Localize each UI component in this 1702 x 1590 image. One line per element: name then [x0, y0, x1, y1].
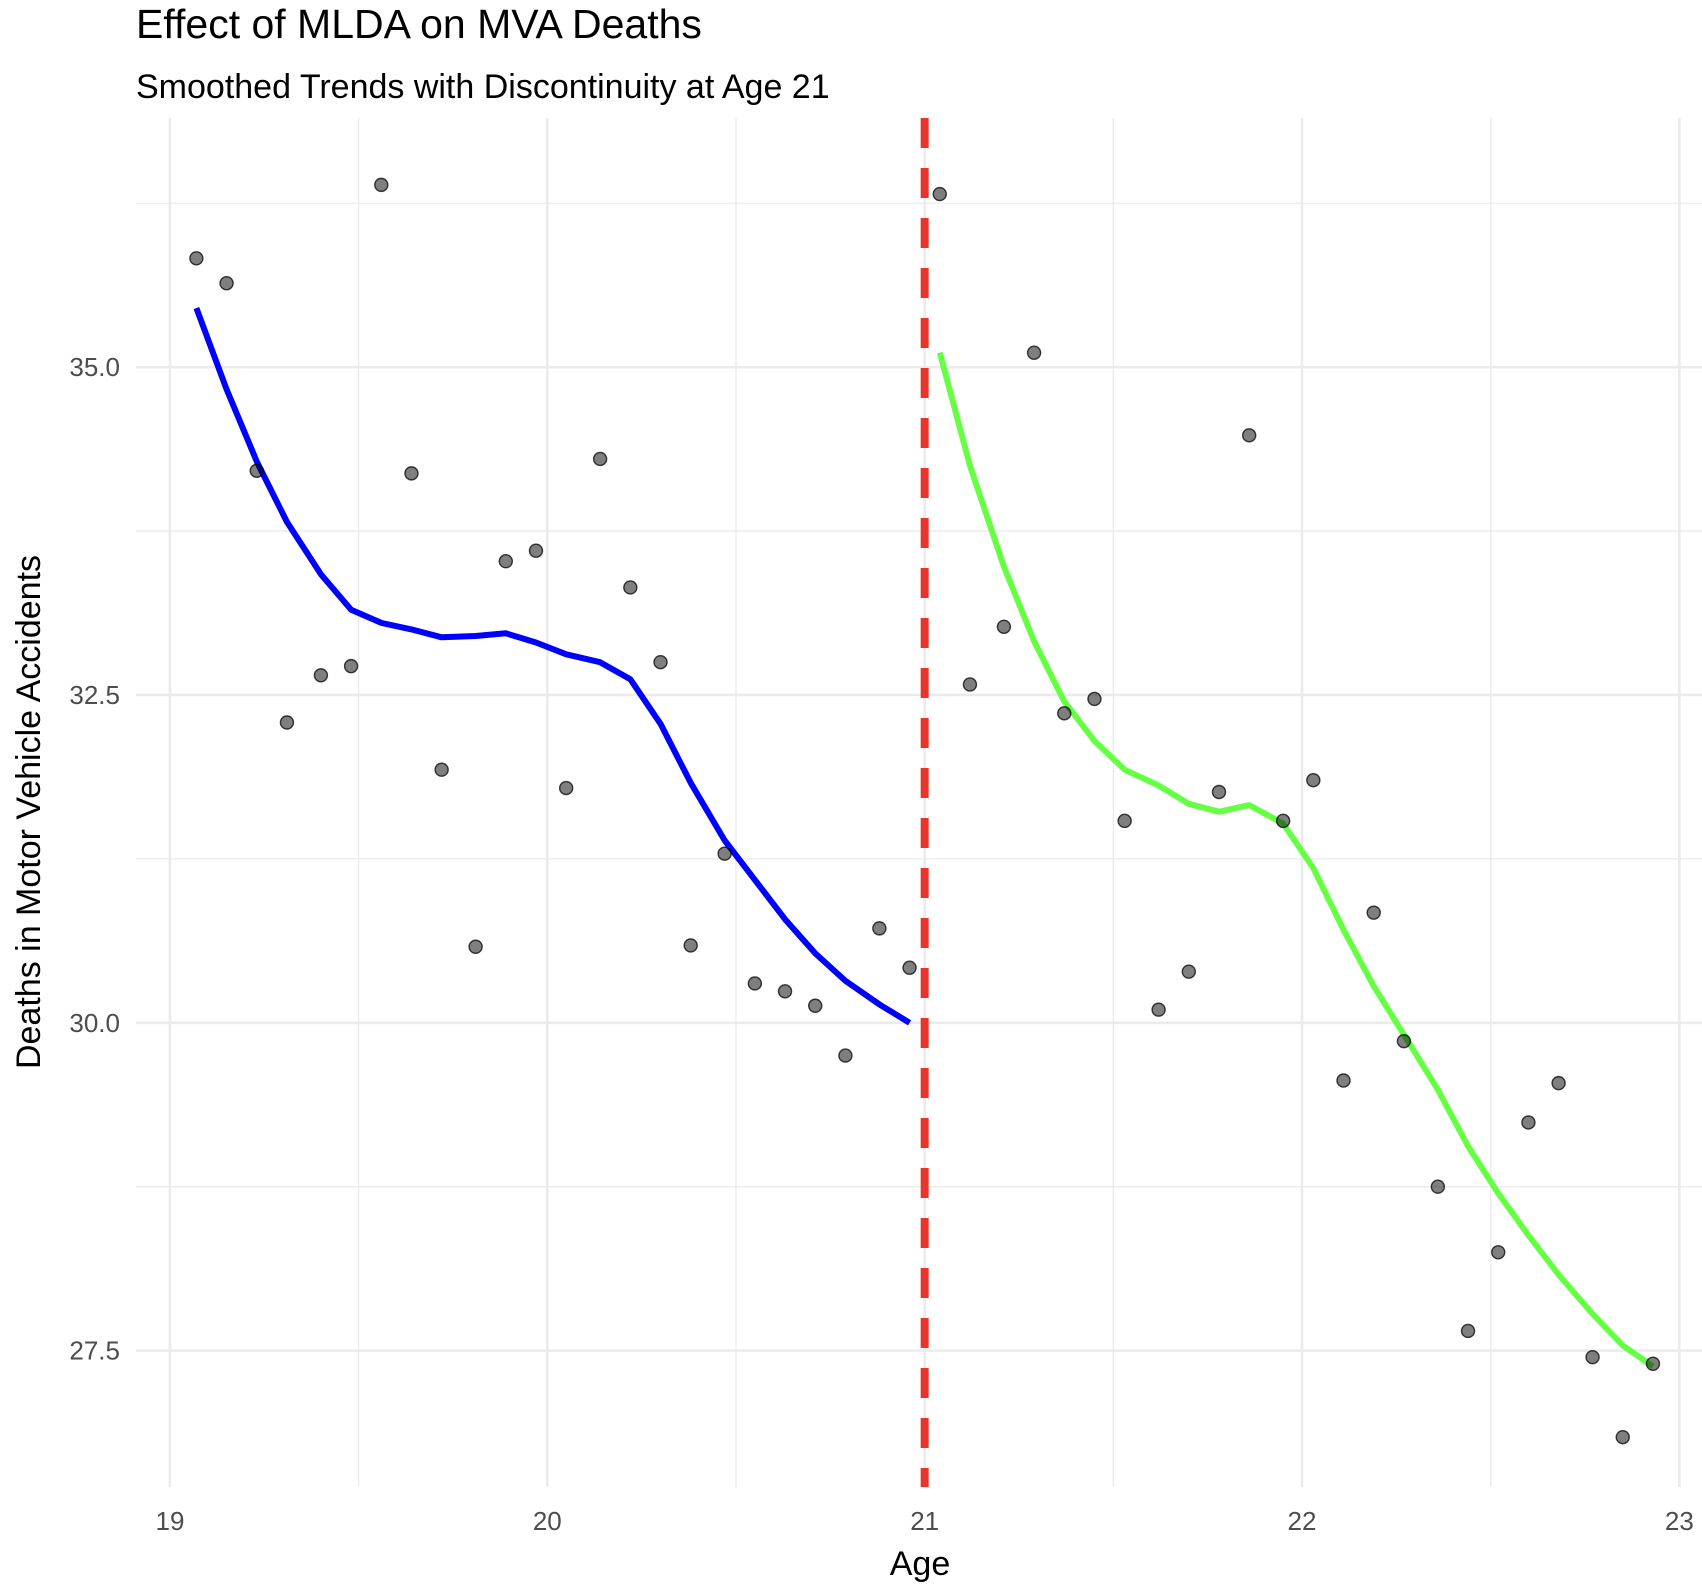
- grid: [136, 118, 1702, 1487]
- x-axis-title: Age: [890, 1545, 951, 1583]
- data-point: [189, 251, 204, 266]
- data-point: [932, 186, 947, 202]
- x-tick-label: 21: [910, 1506, 939, 1536]
- data-point: [1430, 1179, 1446, 1194]
- data-point: [468, 939, 483, 954]
- data-point: [1645, 1356, 1661, 1371]
- data-point: [777, 984, 793, 999]
- data-point: [683, 938, 698, 953]
- data-point: [1306, 773, 1321, 788]
- data-point: [1366, 905, 1381, 920]
- data-point: [1181, 964, 1197, 979]
- data-point: [374, 177, 389, 193]
- x-tick-label: 20: [533, 1506, 562, 1536]
- x-tick-label: 23: [1665, 1506, 1694, 1536]
- y-axis-title: Deaths in Motor Vehicle Accidents: [10, 555, 48, 1069]
- data-point: [1117, 813, 1132, 829]
- x-tick-label: 22: [1288, 1506, 1317, 1536]
- data-point: [717, 846, 732, 861]
- data-points: [189, 177, 1661, 1445]
- data-point: [1336, 1073, 1351, 1088]
- x-tick-label: 19: [156, 1506, 185, 1536]
- data-point: [404, 466, 419, 481]
- data-point: [1087, 691, 1102, 707]
- data-point: [1151, 1002, 1166, 1017]
- data-point: [623, 580, 638, 595]
- y-tick-label: 32.5: [69, 680, 120, 710]
- chart-subtitle: Smoothed Trends with Discontinuity at Ag…: [136, 68, 830, 106]
- data-point: [1211, 784, 1227, 800]
- data-point: [1057, 706, 1072, 721]
- data-point: [1026, 345, 1042, 360]
- data-point: [1491, 1245, 1506, 1260]
- data-point: [343, 658, 359, 674]
- tick-labels: 19 20 21 22 23 27.5 30.0 32.5 35.0: [69, 352, 1693, 1536]
- data-point: [279, 715, 295, 730]
- data-point: [592, 451, 608, 467]
- data-point: [872, 921, 887, 936]
- data-point: [902, 960, 917, 975]
- data-point: [498, 554, 514, 569]
- data-point: [528, 543, 544, 558]
- data-point: [962, 677, 978, 692]
- data-point: [1275, 813, 1291, 829]
- data-point: [558, 780, 574, 796]
- y-tick-label: 27.5: [69, 1336, 120, 1366]
- smooth-lines: [193, 307, 1655, 1369]
- data-point: [313, 668, 329, 683]
- smooth-line-1: [193, 307, 912, 1026]
- y-tick-label: 35.0: [69, 352, 120, 382]
- data-point: [1521, 1115, 1536, 1130]
- data-point: [1396, 1033, 1412, 1049]
- data-point: [434, 762, 449, 777]
- data-point: [249, 463, 264, 478]
- data-point: [1615, 1429, 1630, 1445]
- data-point: [996, 619, 1012, 634]
- data-point: [838, 1048, 853, 1063]
- data-point: [1460, 1323, 1476, 1339]
- data-point: [1585, 1349, 1600, 1365]
- data-point: [653, 654, 668, 670]
- data-point: [1241, 428, 1257, 443]
- data-point: [808, 998, 823, 1013]
- data-point: [219, 276, 234, 291]
- y-tick-label: 30.0: [69, 1008, 120, 1038]
- data-point: [1551, 1075, 1566, 1091]
- smooth-line-2: [936, 351, 1655, 1369]
- data-point: [747, 976, 763, 991]
- chart-title: Effect of MLDA on MVA Deaths: [136, 1, 702, 47]
